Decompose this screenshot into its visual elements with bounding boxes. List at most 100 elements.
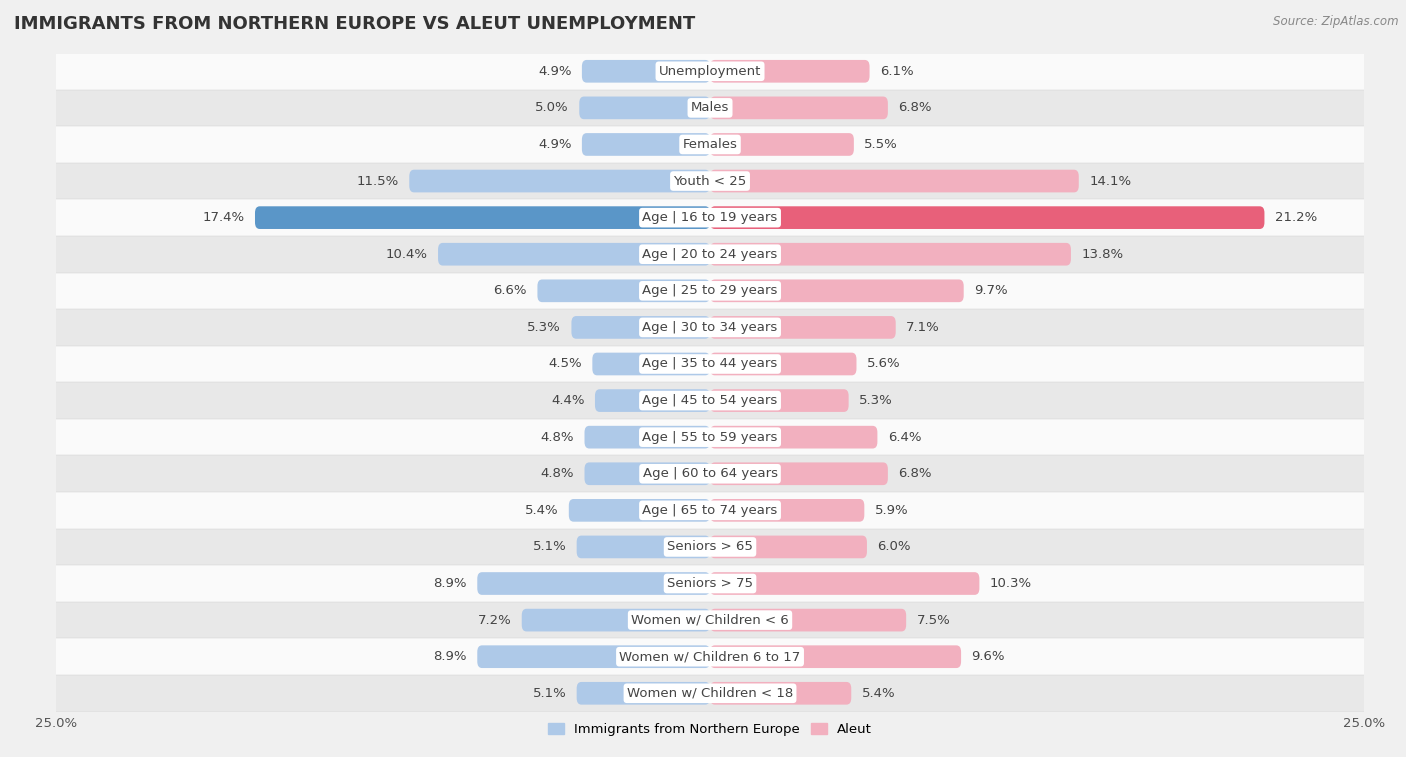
Text: 4.9%: 4.9% bbox=[538, 138, 571, 151]
Text: 17.4%: 17.4% bbox=[202, 211, 245, 224]
FancyBboxPatch shape bbox=[710, 426, 877, 448]
Text: 21.2%: 21.2% bbox=[1275, 211, 1317, 224]
Text: Age | 30 to 34 years: Age | 30 to 34 years bbox=[643, 321, 778, 334]
Text: 7.5%: 7.5% bbox=[917, 614, 950, 627]
FancyBboxPatch shape bbox=[576, 682, 710, 705]
Text: 4.8%: 4.8% bbox=[540, 467, 574, 480]
Text: 4.4%: 4.4% bbox=[551, 394, 585, 407]
Text: 13.8%: 13.8% bbox=[1081, 248, 1123, 260]
Text: 5.1%: 5.1% bbox=[533, 540, 567, 553]
Bar bbox=[56, 456, 1364, 492]
Text: 7.2%: 7.2% bbox=[478, 614, 512, 627]
Text: 5.5%: 5.5% bbox=[865, 138, 898, 151]
Text: 11.5%: 11.5% bbox=[357, 175, 399, 188]
Bar bbox=[56, 346, 1364, 382]
Text: Age | 20 to 24 years: Age | 20 to 24 years bbox=[643, 248, 778, 260]
Text: 6.8%: 6.8% bbox=[898, 101, 932, 114]
Text: 6.0%: 6.0% bbox=[877, 540, 911, 553]
FancyBboxPatch shape bbox=[710, 609, 905, 631]
FancyBboxPatch shape bbox=[582, 133, 710, 156]
FancyBboxPatch shape bbox=[710, 243, 1071, 266]
Bar bbox=[56, 199, 1364, 236]
FancyBboxPatch shape bbox=[710, 499, 865, 522]
FancyBboxPatch shape bbox=[710, 133, 853, 156]
Text: Age | 55 to 59 years: Age | 55 to 59 years bbox=[643, 431, 778, 444]
FancyBboxPatch shape bbox=[569, 499, 710, 522]
FancyBboxPatch shape bbox=[710, 646, 962, 668]
FancyBboxPatch shape bbox=[710, 97, 887, 119]
Text: 14.1%: 14.1% bbox=[1090, 175, 1132, 188]
FancyBboxPatch shape bbox=[439, 243, 710, 266]
FancyBboxPatch shape bbox=[592, 353, 710, 375]
Legend: Immigrants from Northern Europe, Aleut: Immigrants from Northern Europe, Aleut bbox=[543, 718, 877, 741]
FancyBboxPatch shape bbox=[710, 353, 856, 375]
FancyBboxPatch shape bbox=[522, 609, 710, 631]
Text: Women w/ Children < 6: Women w/ Children < 6 bbox=[631, 614, 789, 627]
Text: 10.4%: 10.4% bbox=[385, 248, 427, 260]
FancyBboxPatch shape bbox=[710, 682, 851, 705]
FancyBboxPatch shape bbox=[585, 426, 710, 448]
Text: 6.4%: 6.4% bbox=[887, 431, 921, 444]
Bar bbox=[56, 236, 1364, 273]
Text: 4.8%: 4.8% bbox=[540, 431, 574, 444]
FancyBboxPatch shape bbox=[710, 536, 868, 558]
Text: 5.1%: 5.1% bbox=[533, 687, 567, 699]
Text: 5.4%: 5.4% bbox=[862, 687, 896, 699]
Bar bbox=[56, 675, 1364, 712]
Bar bbox=[56, 382, 1364, 419]
FancyBboxPatch shape bbox=[710, 207, 1264, 229]
Text: Youth < 25: Youth < 25 bbox=[673, 175, 747, 188]
FancyBboxPatch shape bbox=[710, 389, 849, 412]
FancyBboxPatch shape bbox=[710, 170, 1078, 192]
FancyBboxPatch shape bbox=[710, 572, 980, 595]
Text: 7.1%: 7.1% bbox=[905, 321, 941, 334]
Text: Age | 25 to 29 years: Age | 25 to 29 years bbox=[643, 285, 778, 298]
Text: Seniors > 65: Seniors > 65 bbox=[666, 540, 754, 553]
Text: 4.9%: 4.9% bbox=[538, 65, 571, 78]
Text: 8.9%: 8.9% bbox=[433, 577, 467, 590]
FancyBboxPatch shape bbox=[710, 463, 887, 485]
Text: 5.4%: 5.4% bbox=[524, 504, 558, 517]
Text: Females: Females bbox=[682, 138, 738, 151]
Bar bbox=[56, 528, 1364, 565]
Text: Age | 65 to 74 years: Age | 65 to 74 years bbox=[643, 504, 778, 517]
Text: 5.6%: 5.6% bbox=[868, 357, 901, 370]
FancyBboxPatch shape bbox=[254, 207, 710, 229]
FancyBboxPatch shape bbox=[582, 60, 710, 83]
Text: 5.3%: 5.3% bbox=[859, 394, 893, 407]
Bar bbox=[56, 602, 1364, 638]
Text: Seniors > 75: Seniors > 75 bbox=[666, 577, 754, 590]
FancyBboxPatch shape bbox=[595, 389, 710, 412]
Text: IMMIGRANTS FROM NORTHERN EUROPE VS ALEUT UNEMPLOYMENT: IMMIGRANTS FROM NORTHERN EUROPE VS ALEUT… bbox=[14, 15, 696, 33]
Bar bbox=[56, 419, 1364, 456]
Text: 8.9%: 8.9% bbox=[433, 650, 467, 663]
Bar bbox=[56, 638, 1364, 675]
Text: 6.1%: 6.1% bbox=[880, 65, 914, 78]
Text: Source: ZipAtlas.com: Source: ZipAtlas.com bbox=[1274, 15, 1399, 28]
FancyBboxPatch shape bbox=[576, 536, 710, 558]
FancyBboxPatch shape bbox=[571, 316, 710, 338]
Bar bbox=[56, 163, 1364, 199]
Text: 5.3%: 5.3% bbox=[527, 321, 561, 334]
FancyBboxPatch shape bbox=[537, 279, 710, 302]
Text: 9.7%: 9.7% bbox=[974, 285, 1008, 298]
Bar bbox=[56, 565, 1364, 602]
FancyBboxPatch shape bbox=[585, 463, 710, 485]
FancyBboxPatch shape bbox=[579, 97, 710, 119]
FancyBboxPatch shape bbox=[409, 170, 710, 192]
Text: Age | 16 to 19 years: Age | 16 to 19 years bbox=[643, 211, 778, 224]
Bar bbox=[56, 273, 1364, 309]
FancyBboxPatch shape bbox=[477, 646, 710, 668]
Bar bbox=[56, 89, 1364, 126]
Text: 5.9%: 5.9% bbox=[875, 504, 908, 517]
Text: Age | 45 to 54 years: Age | 45 to 54 years bbox=[643, 394, 778, 407]
Text: Age | 35 to 44 years: Age | 35 to 44 years bbox=[643, 357, 778, 370]
Text: 6.8%: 6.8% bbox=[898, 467, 932, 480]
Text: Males: Males bbox=[690, 101, 730, 114]
Text: Women w/ Children 6 to 17: Women w/ Children 6 to 17 bbox=[620, 650, 800, 663]
Text: 10.3%: 10.3% bbox=[990, 577, 1032, 590]
Bar bbox=[56, 53, 1364, 89]
Text: 5.0%: 5.0% bbox=[536, 101, 569, 114]
Bar bbox=[56, 126, 1364, 163]
Bar bbox=[56, 492, 1364, 528]
